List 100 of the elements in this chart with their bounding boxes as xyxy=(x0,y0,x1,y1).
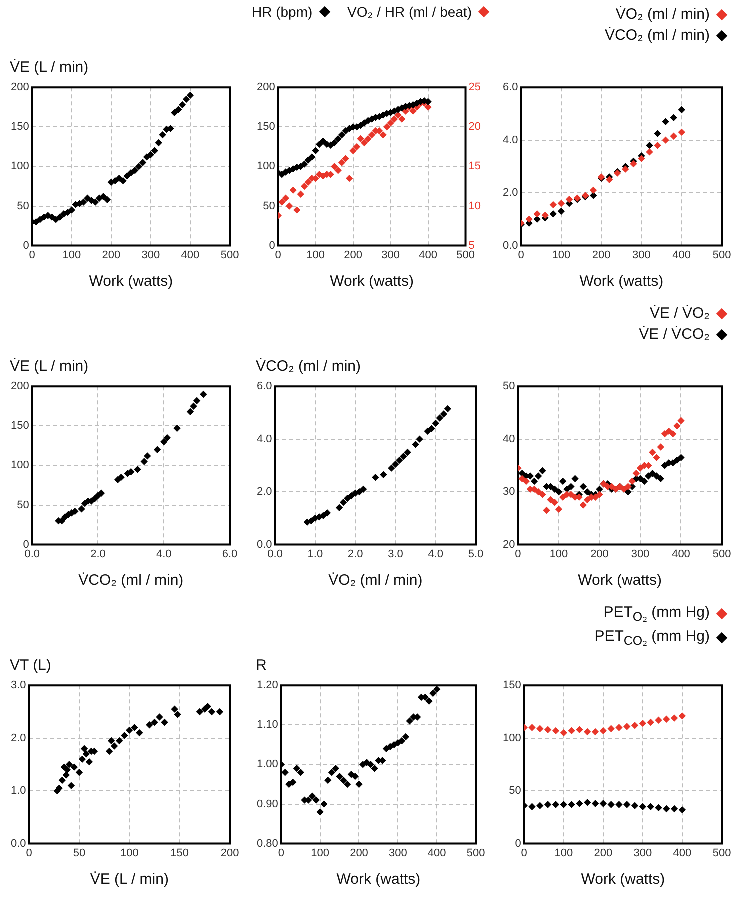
point xyxy=(334,135,342,143)
point xyxy=(558,208,566,216)
point xyxy=(282,194,290,202)
point xyxy=(353,143,361,151)
point xyxy=(584,496,592,504)
x-axis-title: Work (watts) xyxy=(581,871,666,888)
point xyxy=(320,138,327,145)
point xyxy=(104,196,112,204)
point xyxy=(328,769,336,776)
point xyxy=(522,478,530,486)
point xyxy=(584,799,592,806)
point xyxy=(444,405,452,413)
point xyxy=(80,745,88,752)
y-tick-label: 200 xyxy=(10,380,30,393)
point xyxy=(655,804,662,812)
point xyxy=(596,491,604,498)
point xyxy=(120,177,127,185)
point xyxy=(544,726,552,734)
point xyxy=(552,727,560,735)
point xyxy=(645,472,652,480)
y-axis-title: V̇CO₂ (ml / min) xyxy=(256,358,361,375)
x-tick-label: 100 xyxy=(120,847,139,860)
point xyxy=(58,776,66,784)
point xyxy=(647,718,654,726)
point xyxy=(338,131,346,139)
y-tick-label: 0 xyxy=(269,240,276,252)
point xyxy=(171,109,178,117)
point xyxy=(340,776,348,784)
point xyxy=(297,190,304,198)
point xyxy=(64,208,72,216)
point xyxy=(400,452,408,460)
x-tick-label: 200 xyxy=(344,249,362,262)
point xyxy=(404,448,412,456)
point xyxy=(608,725,615,732)
y-tick-label: 0 xyxy=(515,838,522,850)
point xyxy=(530,478,538,486)
y-tick-label: 2.0 xyxy=(502,187,518,200)
x-tick-label: 200 xyxy=(220,847,240,860)
point xyxy=(640,478,648,486)
point xyxy=(78,756,86,764)
point xyxy=(536,802,544,810)
point xyxy=(128,468,135,476)
y-tick-label: 150 xyxy=(502,680,522,692)
point xyxy=(678,454,685,462)
point xyxy=(293,765,301,772)
point xyxy=(552,801,560,808)
point xyxy=(290,186,297,194)
y-tick-label: 50 xyxy=(17,499,30,512)
point xyxy=(576,800,584,808)
point xyxy=(340,499,348,506)
x-tick-label: 300 xyxy=(382,249,400,262)
point xyxy=(76,769,84,776)
x-tick-label: 200 xyxy=(590,548,609,560)
y-tick-label: 150 xyxy=(10,420,30,432)
y-tick-label: 100 xyxy=(256,160,276,173)
point xyxy=(372,474,380,482)
x-tick-label: 4.0 xyxy=(156,548,172,560)
legend-label: V̇O₂ (ml / min) xyxy=(616,6,710,23)
x-tick-label: 300 xyxy=(388,847,408,860)
x-tick-label: 200 xyxy=(102,249,121,262)
point xyxy=(342,155,350,162)
y-tick-label: 0.0 xyxy=(10,838,26,850)
x-tick-label: 500 xyxy=(456,249,475,262)
point xyxy=(566,196,574,204)
y-tick-label: 50 xyxy=(502,380,516,393)
point xyxy=(657,444,664,451)
point xyxy=(518,475,526,482)
point xyxy=(92,198,100,206)
x-tick-label: 400 xyxy=(672,249,692,262)
point xyxy=(392,460,400,468)
y-tick-label: 0.0 xyxy=(256,538,272,551)
point xyxy=(662,136,670,144)
point xyxy=(136,729,144,737)
point xyxy=(539,467,546,475)
point xyxy=(649,448,656,456)
point xyxy=(308,517,316,525)
point xyxy=(332,765,340,772)
x-tick-label: 200 xyxy=(350,847,368,860)
point xyxy=(661,430,669,438)
y2-tick-label: 25 xyxy=(468,82,482,94)
point xyxy=(367,761,375,768)
y-tick-label: 2.0 xyxy=(256,486,272,498)
point xyxy=(624,483,632,490)
x-tick-label: 100 xyxy=(550,548,568,560)
point xyxy=(568,483,575,490)
point xyxy=(592,728,600,736)
point xyxy=(536,725,544,732)
point xyxy=(653,472,660,480)
point xyxy=(631,722,639,730)
point xyxy=(196,708,204,716)
point xyxy=(336,504,344,512)
point xyxy=(544,801,552,808)
x-tick-label: 100 xyxy=(311,847,330,860)
point xyxy=(360,139,368,147)
point xyxy=(433,686,441,694)
y-tick-label: 4.0 xyxy=(502,134,518,146)
point xyxy=(398,737,406,745)
x-tick-label: 500 xyxy=(712,847,732,860)
point xyxy=(161,718,168,726)
point xyxy=(186,408,194,416)
